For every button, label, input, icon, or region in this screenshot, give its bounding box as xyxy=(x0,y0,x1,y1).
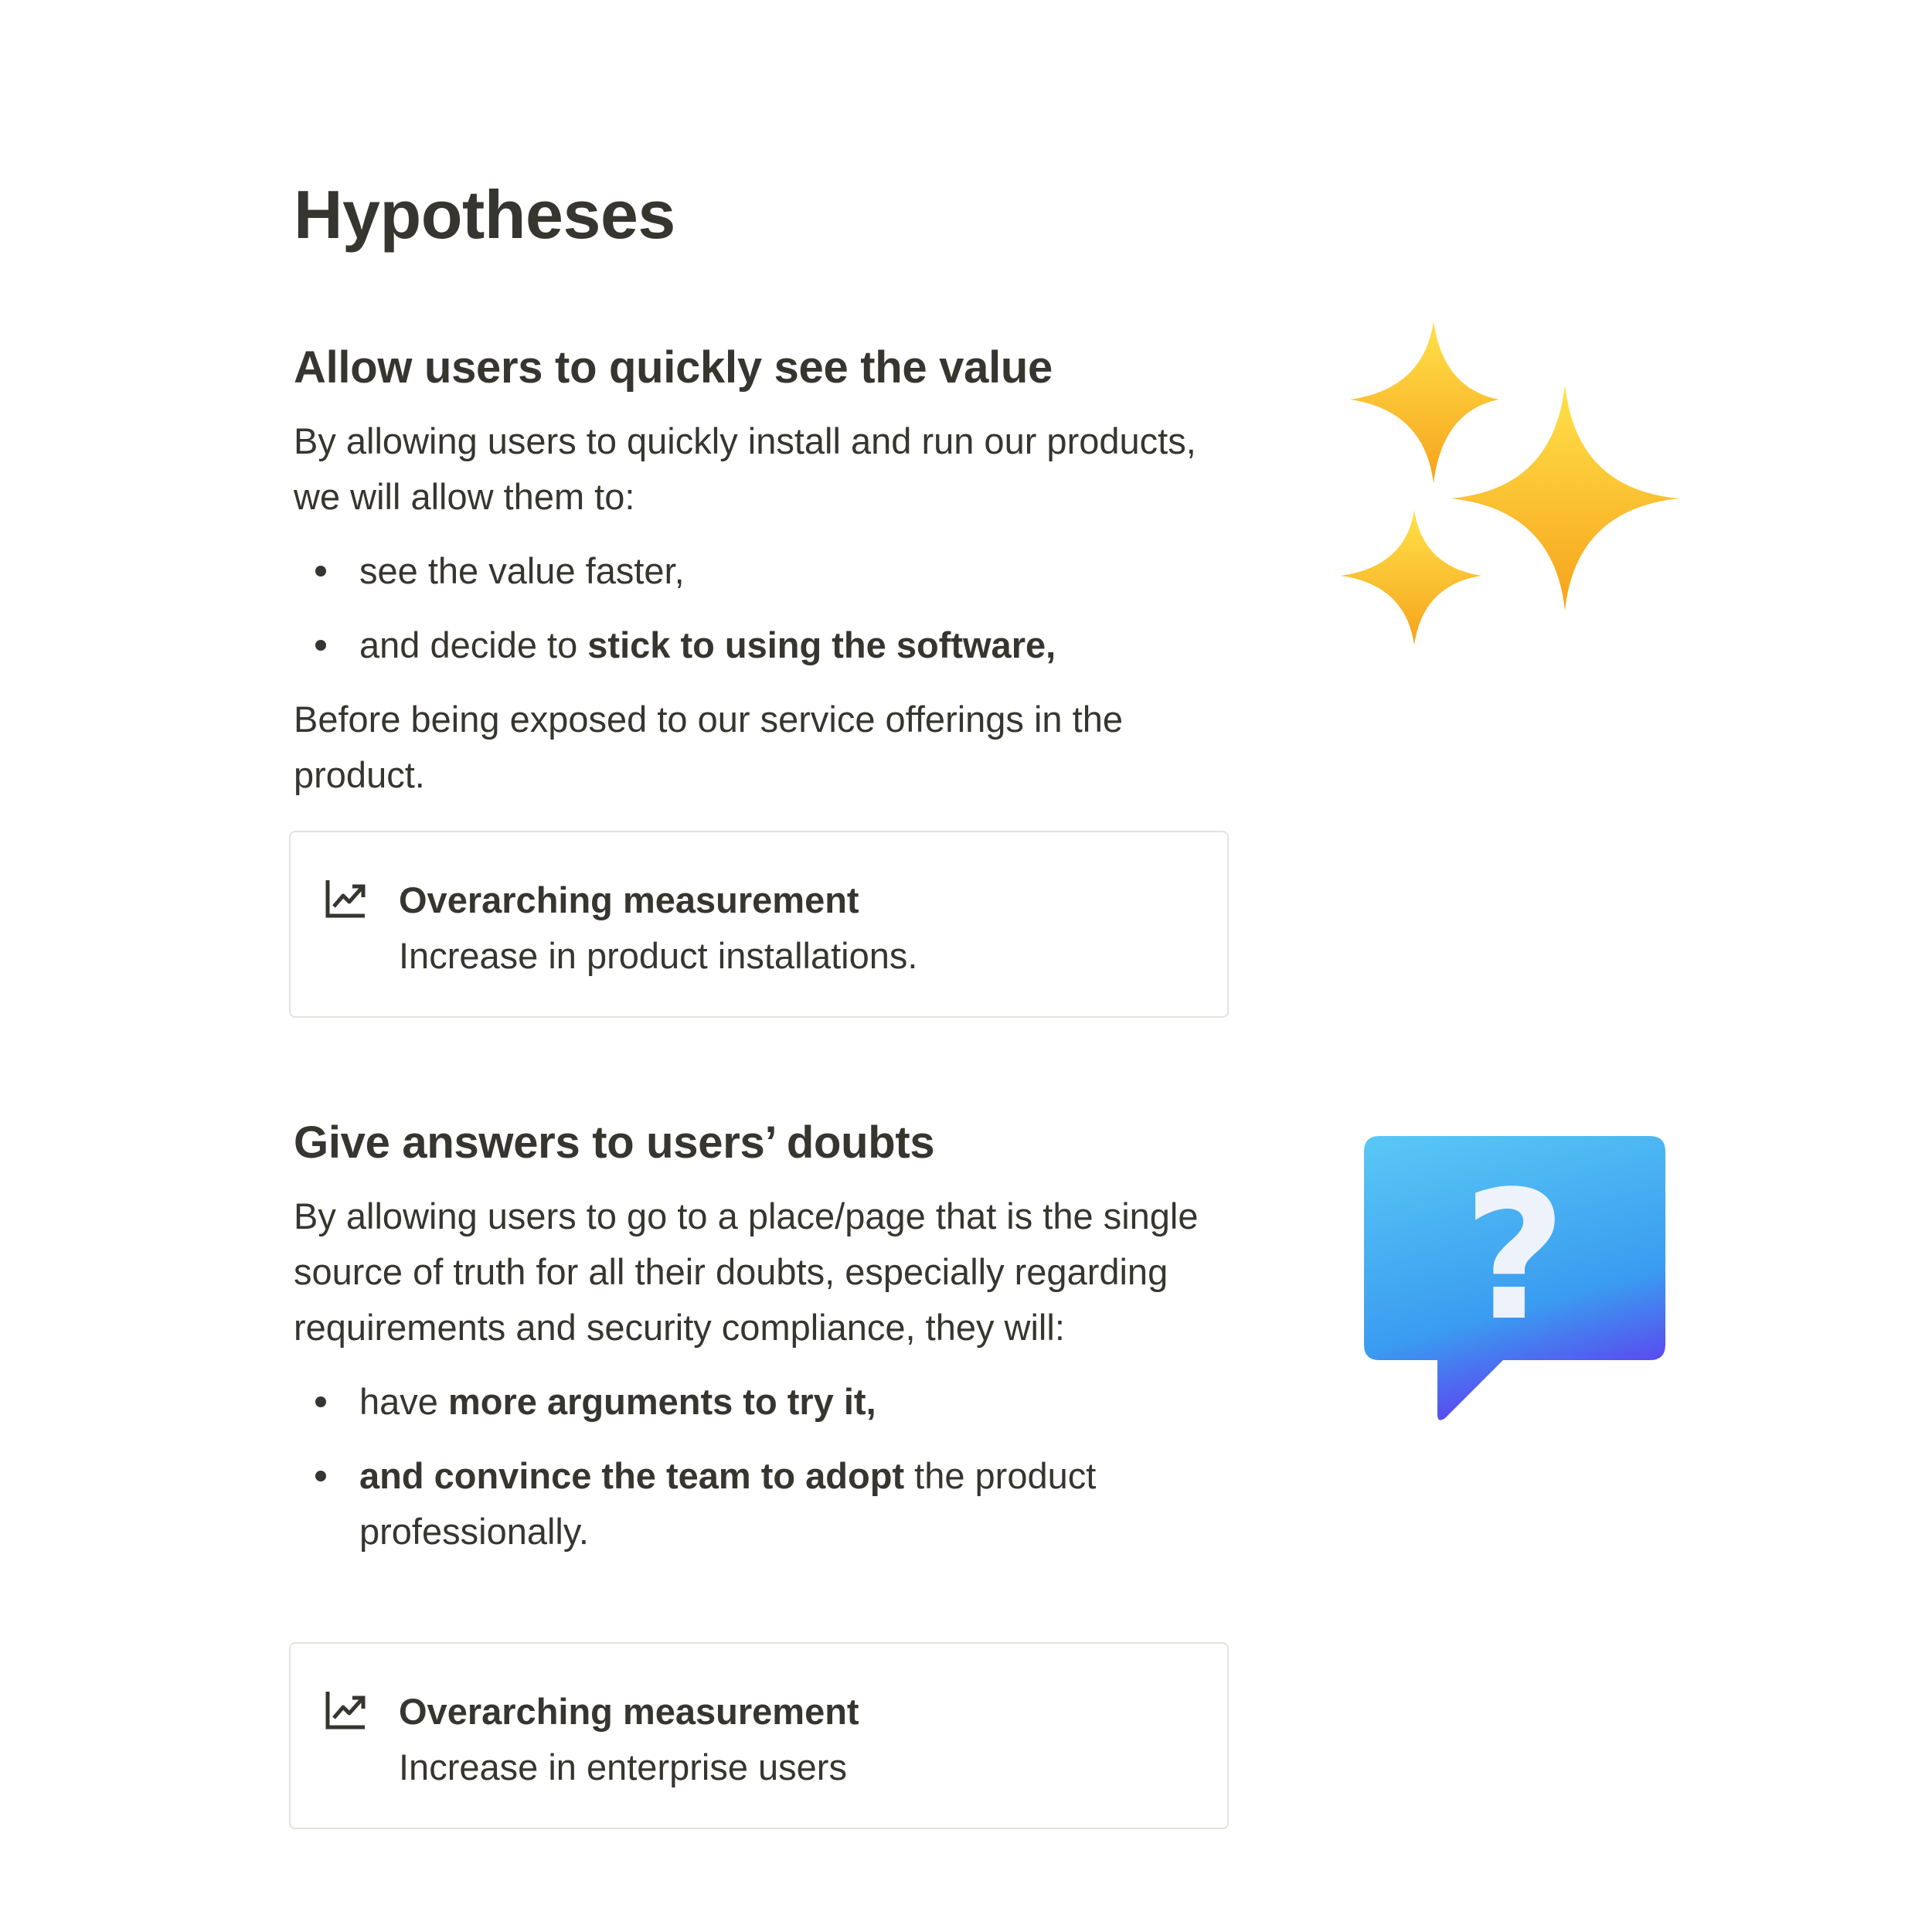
callout-title: Overarching measurement xyxy=(399,879,859,920)
list-item-text: see the value faster, xyxy=(359,549,685,591)
list-item-bold-text: stick to using the software, xyxy=(587,624,1056,665)
trending-up-icon xyxy=(325,1692,366,1730)
measurement-callout: Overarching measurement Increase in ente… xyxy=(289,1642,1229,1829)
list-item-bold-text: and convince the team to adopt xyxy=(359,1454,905,1496)
section-outro: Before being exposed to our service offe… xyxy=(294,698,1123,795)
svg-text:?: ? xyxy=(1463,1154,1566,1360)
section-intro: By allowing users to go to a place/page … xyxy=(294,1195,1199,1348)
bullet-list: have more arguments to try it, and convi… xyxy=(294,1374,1236,1560)
list-item: and decide to stick to using the softwar… xyxy=(294,617,1236,673)
list-item: see the value faster, xyxy=(294,543,1236,599)
section-intro: By allowing users to quickly install and… xyxy=(294,420,1196,517)
callout-text: Increase in product installations. xyxy=(399,935,918,976)
list-item-text: have xyxy=(359,1380,448,1422)
list-item-bold-text: more arguments to try it, xyxy=(447,1380,876,1422)
bullet-dot xyxy=(315,1396,326,1407)
section-heading: Give answers to users’ doubts xyxy=(294,1117,935,1168)
bullet-dot xyxy=(315,565,326,577)
list-item-text: the product professionally. xyxy=(359,1454,1097,1552)
measurement-callout: Overarching measurement Increase in prod… xyxy=(289,831,1229,1018)
section-quick-value: Allow users to quickly see the value By … xyxy=(294,340,1236,803)
page-title: Hypotheses xyxy=(294,176,675,253)
list-item-text: and decide to xyxy=(359,624,588,665)
bullet-list: see the value faster, and decide to stic… xyxy=(294,543,1236,673)
list-item: and convince the team to adopt the produ… xyxy=(294,1448,1236,1560)
question-bubble-icon: ? xyxy=(1364,1136,1665,1420)
callout-title: Overarching measurement xyxy=(399,1691,859,1732)
section-answer-doubts: Give answers to users’ doubts By allowin… xyxy=(294,1115,1236,1560)
sparkles-icon xyxy=(1341,321,1679,645)
section-heading: Allow users to quickly see the value xyxy=(294,342,1053,393)
callout-text: Increase in enterprise users xyxy=(399,1747,847,1787)
bullet-dot xyxy=(315,1470,326,1481)
bullet-dot xyxy=(315,639,326,651)
trending-up-icon xyxy=(325,880,366,918)
list-item: have more arguments to try it, xyxy=(294,1374,1236,1430)
